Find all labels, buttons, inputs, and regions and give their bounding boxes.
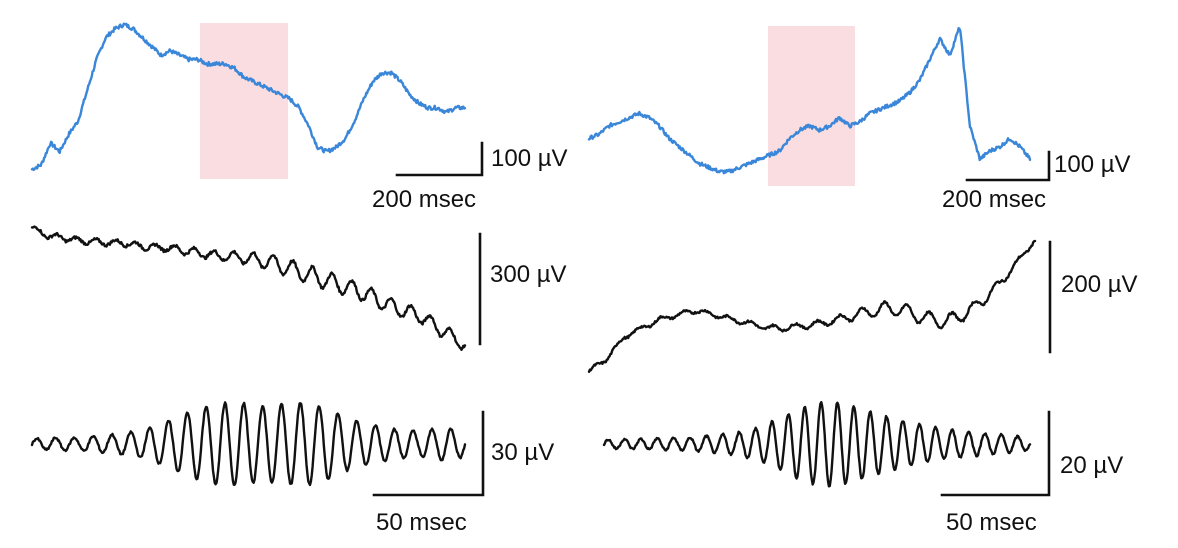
amplitude-label-left-middle: 300 µV	[490, 261, 567, 288]
amplitude-label-right-middle: 200 µV	[1061, 271, 1138, 298]
amplitude-label-left-top: 100 µV	[491, 145, 568, 172]
trace-right-top-raw	[587, 27, 1032, 175]
highlight-window-left	[200, 23, 288, 179]
trace-group	[30, 22, 1037, 488]
scale-bar-right-top	[965, 150, 1051, 182]
time-label-right-bottom: 50 msec	[946, 509, 1037, 536]
trace-right-bottom-oscillation	[602, 401, 1032, 488]
scale-bar-right-bottom	[940, 410, 1051, 497]
amplitude-label-left-bottom: 30 µV	[491, 439, 554, 466]
trace-left-top-raw	[30, 22, 467, 172]
scale-bar-left-top	[395, 141, 484, 177]
trace-left-bottom-oscillation	[30, 401, 467, 487]
time-label-right-top: 200 msec	[942, 186, 1046, 213]
amplitude-label-right-top: 100 µV	[1054, 151, 1131, 178]
time-label-left-bottom: 50 msec	[376, 509, 467, 536]
scale-bar-left-bottom	[372, 410, 485, 497]
amplitude-label-right-bottom: 20 µV	[1060, 452, 1123, 479]
time-label-left-top: 200 msec	[372, 186, 476, 213]
trace-right-middle-filtered	[587, 239, 1037, 373]
scale-bars	[372, 141, 1052, 497]
trace-left-middle-filtered	[30, 225, 467, 351]
highlight-window-right	[768, 26, 855, 186]
